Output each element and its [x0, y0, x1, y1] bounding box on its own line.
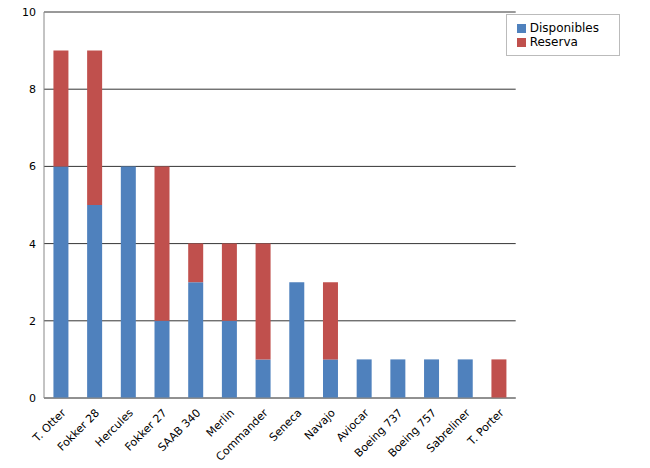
svg-text:T. Otter: T. Otter	[30, 406, 69, 445]
svg-text:4: 4	[29, 238, 36, 251]
svg-text:8: 8	[29, 83, 36, 96]
html-text:Reserva: Reserva	[529, 35, 578, 49]
svg-text:Sabreliner: Sabreliner	[424, 406, 473, 455]
svg-text:Commander: Commander	[213, 406, 270, 463]
svg-text:Navajo: Navajo	[302, 406, 338, 442]
svg-text:Fokker 28: Fokker 28	[55, 406, 102, 453]
svg-text:6: 6	[29, 160, 36, 173]
svg-text:Hercules: Hercules	[92, 406, 136, 450]
svg-text:Merlin: Merlin	[203, 406, 237, 440]
svg-text:T. Porter: T. Porter	[464, 406, 506, 448]
svg-text:Fokker 27: Fokker 27	[122, 406, 170, 454]
svg-text:Aviocar: Aviocar	[333, 406, 372, 445]
svg-text:10: 10	[22, 6, 36, 19]
svg-text:2: 2	[29, 315, 36, 328]
html-text:Disponibles: Disponibles	[529, 21, 599, 35]
svg-text:0: 0	[29, 392, 36, 405]
svg-text:Seneca: Seneca	[267, 406, 305, 444]
svg-text:Boeing 737: Boeing 737	[352, 406, 406, 460]
svg-text:Boeing 757: Boeing 757	[385, 406, 440, 460]
svg-text:SAAB 340: SAAB 340	[155, 406, 203, 454]
